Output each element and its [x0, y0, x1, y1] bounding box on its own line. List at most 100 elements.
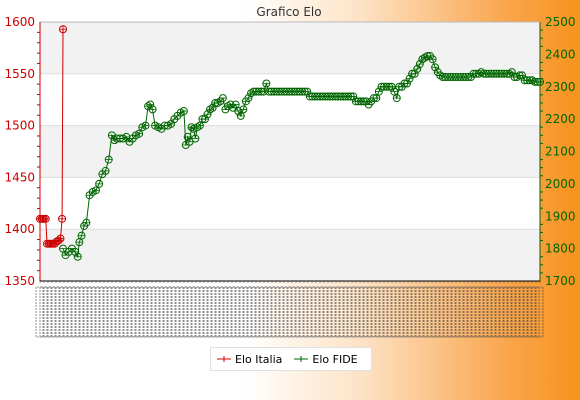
x-tick-label-mark — [107, 286, 116, 338]
x-tick-label-mark — [251, 286, 260, 338]
x-tick-label-mark — [283, 286, 292, 338]
x-tick-label-mark — [343, 286, 352, 338]
x-tick-label-mark — [191, 286, 200, 338]
left-tick-label: 1350 — [4, 274, 35, 288]
x-tick-label-mark — [359, 286, 368, 338]
data-point-1 — [387, 82, 396, 91]
data-point-1 — [104, 155, 113, 164]
right-tick-label: 2200 — [545, 112, 576, 126]
x-tick-label-mark — [243, 286, 252, 338]
x-tick-label-mark — [51, 286, 60, 338]
x-tick-label-mark — [187, 286, 196, 338]
x-tick-label-mark — [475, 286, 484, 338]
data-point-0 — [59, 25, 68, 34]
left-tick-label: 1500 — [4, 119, 35, 133]
data-point-1 — [179, 107, 188, 116]
legend-swatch-elo-italia-icon — [217, 356, 231, 362]
x-tick-label-mark — [407, 286, 416, 338]
x-tick-label-mark — [155, 286, 164, 338]
data-point-1 — [410, 69, 419, 78]
x-tick-label-mark — [519, 286, 528, 338]
data-point-1 — [141, 121, 150, 130]
chart-title: Grafico Elo — [256, 5, 321, 19]
legend-swatch-elo-fide-icon — [294, 356, 309, 362]
x-tick-label-mark — [163, 286, 172, 338]
x-tick-label-mark — [151, 286, 160, 338]
data-point-1 — [428, 55, 437, 64]
data-point-1 — [208, 103, 217, 112]
x-tick-label-mark — [279, 286, 288, 338]
data-point-1 — [262, 79, 271, 88]
data-point-1 — [148, 105, 157, 114]
x-tick-label-mark — [487, 286, 496, 338]
data-point-1 — [200, 115, 209, 124]
x-tick-label-mark — [335, 286, 344, 338]
x-tick-label-mark — [287, 286, 296, 338]
x-tick-label-mark — [71, 286, 80, 338]
right-tick-label: 1900 — [545, 209, 576, 223]
x-tick-label-mark — [295, 286, 304, 338]
legend-label-elo-italia: Elo Italia — [235, 352, 283, 366]
data-point-1 — [518, 71, 527, 80]
data-point-1 — [71, 247, 80, 256]
x-tick-label-mark — [123, 286, 132, 338]
legend-item-elo-fide: Elo FIDE — [294, 353, 358, 366]
x-tick-label-mark — [507, 286, 516, 338]
x-tick-label-mark — [403, 286, 412, 338]
x-tick-label-mark — [535, 286, 544, 338]
data-point-1 — [403, 79, 412, 88]
x-tick-label-mark — [367, 286, 376, 338]
data-point-1 — [239, 105, 248, 114]
x-tick-label-mark — [87, 286, 96, 338]
x-tick-label-mark — [375, 286, 384, 338]
x-tick-label-mark — [347, 286, 356, 338]
x-tick-label-mark — [203, 286, 212, 338]
x-tick-label-mark — [95, 286, 104, 338]
x-tick-label-mark — [307, 286, 316, 338]
x-tick-label-mark — [439, 286, 448, 338]
x-tick-label-mark — [119, 286, 128, 338]
x-tick-label-mark — [303, 286, 312, 338]
x-tick-label-mark — [211, 286, 220, 338]
right-tick-label: 2500 — [545, 15, 576, 29]
x-tick-label-mark — [231, 286, 240, 338]
chart-legend: Elo Italia Elo FIDE — [210, 347, 372, 371]
data-point-1 — [349, 92, 358, 101]
x-tick-label-mark — [43, 286, 52, 338]
x-tick-label-mark — [99, 286, 108, 338]
x-tick-label-mark — [115, 286, 124, 338]
right-tick-label: 2000 — [545, 177, 576, 191]
x-tick-label-mark — [479, 286, 488, 338]
x-tick-label-mark — [227, 286, 236, 338]
x-tick-label-mark — [463, 286, 472, 338]
x-tick-label-mark — [495, 286, 504, 338]
x-tick-label-mark — [523, 286, 532, 338]
data-point-1 — [95, 179, 104, 188]
x-tick-label-mark — [171, 286, 180, 338]
x-tick-label-mark — [199, 286, 208, 338]
x-tick-label-mark — [175, 286, 184, 338]
data-point-1 — [91, 186, 100, 195]
x-tick-label-mark — [387, 286, 396, 338]
data-point-1 — [203, 110, 212, 119]
x-tick-label-mark — [139, 286, 148, 338]
x-tick-label-mark — [319, 286, 328, 338]
x-tick-label-mark — [39, 286, 48, 338]
x-tick-label-mark — [395, 286, 404, 338]
x-tick-label-mark — [55, 286, 64, 338]
x-tick-label-mark — [531, 286, 540, 338]
x-tick-label-mark — [127, 286, 136, 338]
x-tick-label-mark — [131, 286, 140, 338]
x-tick-label-mark — [339, 286, 348, 338]
data-point-1 — [191, 134, 200, 143]
x-tick-label-mark — [147, 286, 156, 338]
x-tick-label-mark — [219, 286, 228, 338]
x-tick-label-mark — [443, 286, 452, 338]
x-tick-label-mark — [223, 286, 232, 338]
data-point-1 — [536, 77, 544, 86]
x-tick-label-mark — [179, 286, 188, 338]
x-tick-label-mark — [91, 286, 100, 338]
x-tick-label-mark — [383, 286, 392, 338]
left-tick-label: 1600 — [4, 15, 35, 29]
data-point-0 — [58, 214, 67, 223]
